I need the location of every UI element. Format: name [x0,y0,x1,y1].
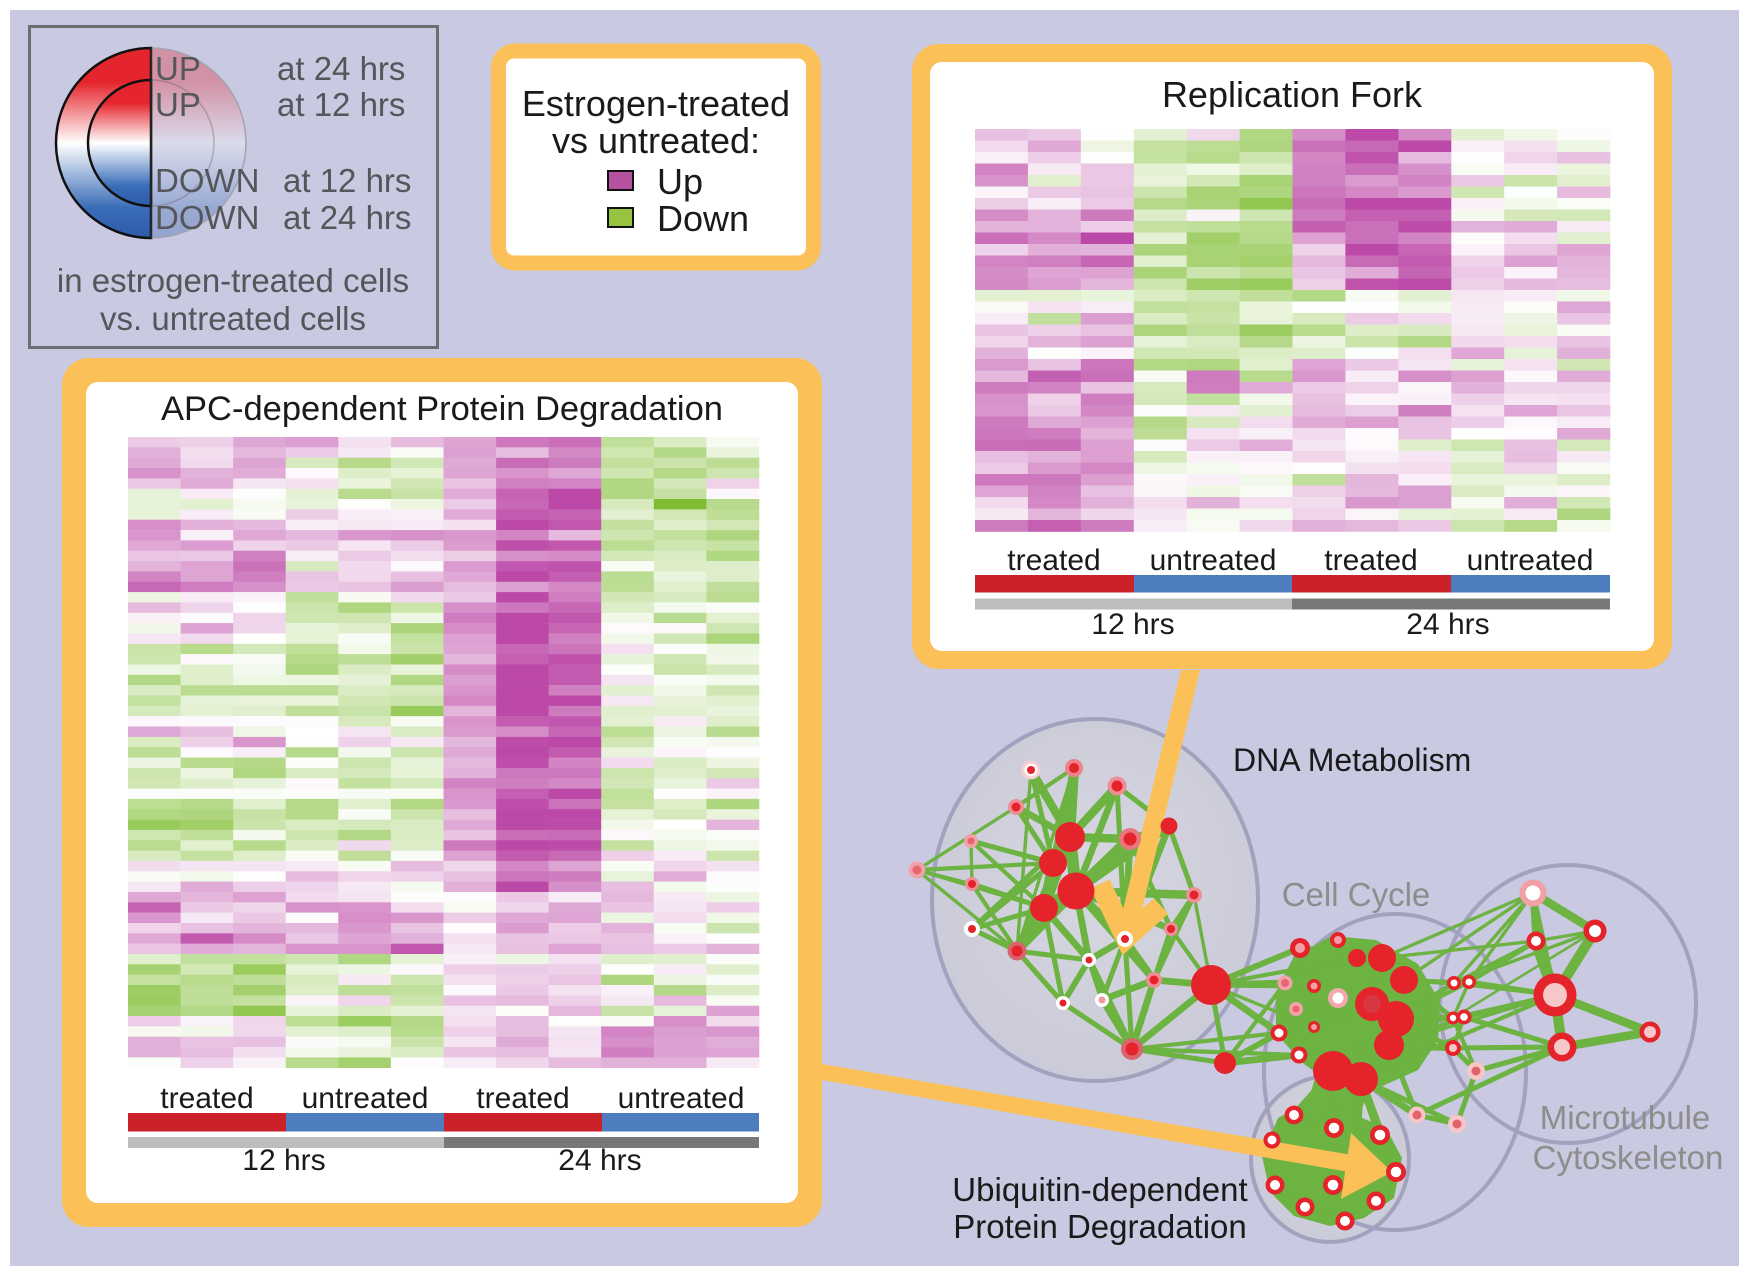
svg-text:Cell Cycle: Cell Cycle [1282,876,1431,913]
svg-text:Replication Fork: Replication Fork [1162,74,1423,115]
svg-text:Protein Degradation: Protein Degradation [953,1208,1247,1245]
svg-text:UP: UP [155,86,201,123]
svg-text:treated: treated [476,1082,569,1115]
svg-text:Ubiquitin-dependent: Ubiquitin-dependent [952,1171,1247,1208]
svg-text:Estrogen-treated: Estrogen-treated [522,83,790,124]
svg-text:at 24 hrs: at 24 hrs [277,50,405,87]
svg-text:12 hrs: 12 hrs [242,1144,325,1177]
svg-text:Microtubule: Microtubule [1540,1099,1711,1136]
svg-text:in estrogen-treated cells: in estrogen-treated cells [57,262,409,299]
svg-text:UP: UP [155,50,201,87]
svg-text:Down: Down [657,198,749,239]
svg-text:treated: treated [1324,544,1417,577]
svg-text:untreated: untreated [1150,544,1277,577]
svg-text:Cytoskeleton: Cytoskeleton [1533,1139,1724,1176]
svg-text:untreated: untreated [1467,544,1594,577]
svg-text:treated: treated [160,1082,253,1115]
svg-text:DOWN: DOWN [155,199,259,236]
svg-text:APC-dependent Protein Degradat: APC-dependent Protein Degradation [161,390,723,428]
svg-text:24 hrs: 24 hrs [558,1144,641,1177]
svg-text:treated: treated [1007,544,1100,577]
svg-text:untreated: untreated [302,1082,429,1115]
svg-text:at 12 hrs: at 12 hrs [283,162,411,199]
svg-text:Up: Up [657,161,703,202]
svg-text:at 12 hrs: at 12 hrs [277,86,405,123]
svg-text:DOWN: DOWN [155,162,259,199]
svg-text:12 hrs: 12 hrs [1091,608,1174,641]
svg-text:untreated: untreated [618,1082,745,1115]
svg-text:vs. untreated cells: vs. untreated cells [100,300,366,337]
svg-text:24 hrs: 24 hrs [1406,608,1489,641]
svg-text:vs untreated:: vs untreated: [552,120,760,161]
svg-text:at 24 hrs: at 24 hrs [283,199,411,236]
svg-text:DNA Metabolism: DNA Metabolism [1233,742,1471,778]
